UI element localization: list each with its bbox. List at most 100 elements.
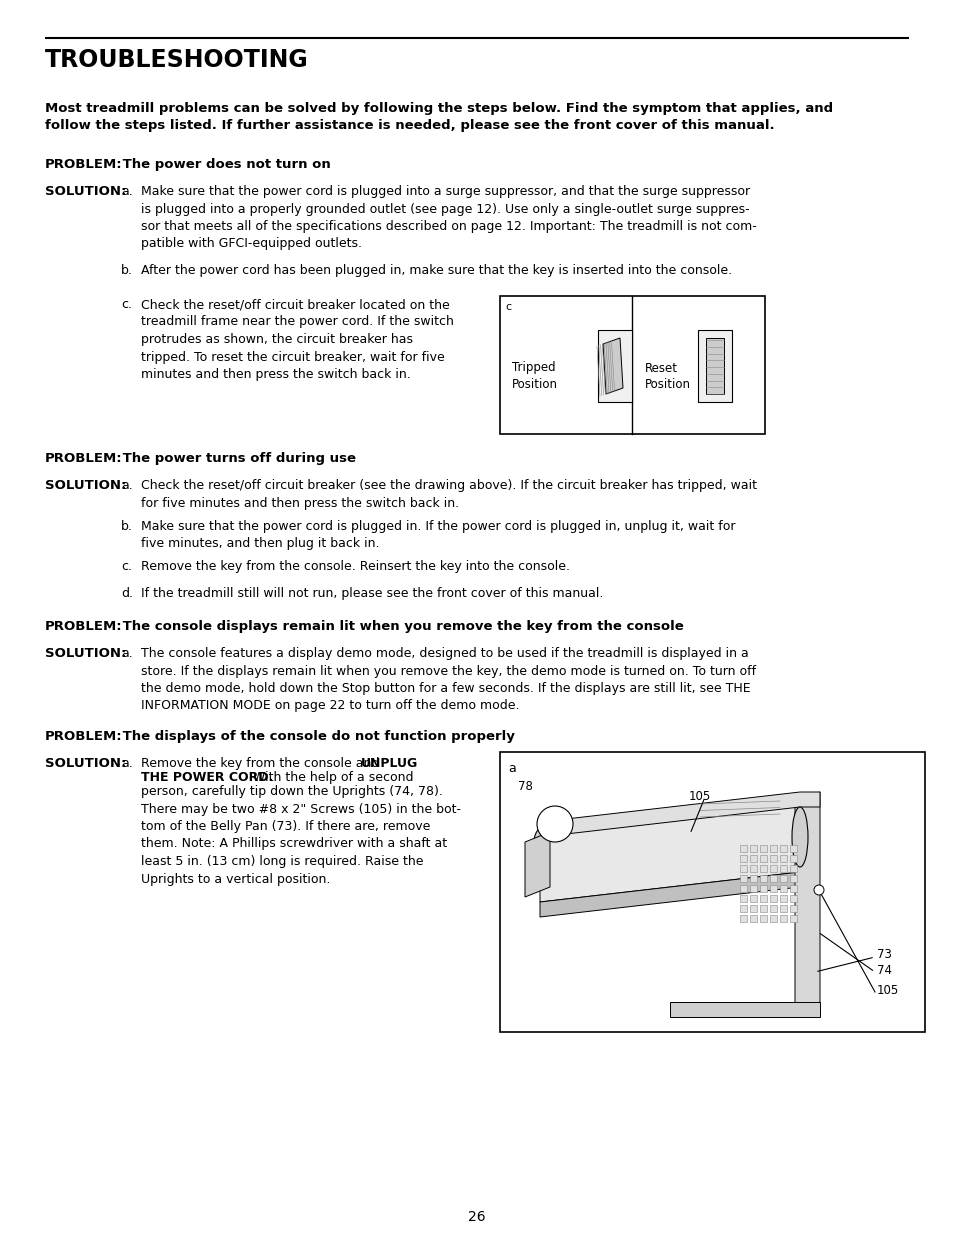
Text: SOLUTION:: SOLUTION: <box>45 479 126 492</box>
Text: If the treadmill still will not run, please see the front cover of this manual.: If the treadmill still will not run, ple… <box>141 587 602 600</box>
Bar <box>769 895 776 902</box>
Text: b.: b. <box>121 520 132 534</box>
Bar <box>780 905 786 911</box>
Text: 74: 74 <box>876 963 891 977</box>
Bar <box>598 330 631 403</box>
Bar <box>789 885 796 892</box>
Polygon shape <box>706 338 723 394</box>
Text: SOLUTION:: SOLUTION: <box>45 647 126 659</box>
Bar <box>749 845 757 852</box>
Bar <box>749 915 757 923</box>
Bar <box>769 915 776 923</box>
Text: b.: b. <box>121 264 132 277</box>
Bar <box>749 876 757 882</box>
Text: The power turns off during use: The power turns off during use <box>118 452 355 466</box>
Bar <box>769 905 776 911</box>
Text: Remove the key from the console and: Remove the key from the console and <box>141 757 383 769</box>
Text: 73: 73 <box>876 948 891 962</box>
Bar <box>749 885 757 892</box>
Text: a.: a. <box>121 757 132 769</box>
Text: person, carefully tip down the Uprights (74, 78).
There may be two #8 x 2" Screw: person, carefully tip down the Uprights … <box>141 785 460 885</box>
Circle shape <box>537 806 573 842</box>
Circle shape <box>813 885 823 895</box>
Bar <box>769 855 776 862</box>
Text: With the help of a second: With the help of a second <box>249 771 413 784</box>
Bar <box>769 845 776 852</box>
Text: PROBLEM:: PROBLEM: <box>45 452 123 466</box>
Text: 105: 105 <box>876 983 899 997</box>
Text: Check the reset/off circuit breaker located on the
treadmill frame near the powe: Check the reset/off circuit breaker loca… <box>141 298 454 382</box>
Text: The power does not turn on: The power does not turn on <box>118 158 331 170</box>
Bar <box>740 864 746 872</box>
Text: c.: c. <box>121 298 132 311</box>
Text: Remove the key from the console. Reinsert the key into the console.: Remove the key from the console. Reinser… <box>141 559 569 573</box>
Bar <box>740 855 746 862</box>
Bar <box>749 895 757 902</box>
Bar <box>769 864 776 872</box>
Bar <box>740 915 746 923</box>
Bar <box>760 915 766 923</box>
Bar <box>780 915 786 923</box>
Bar <box>760 845 766 852</box>
Text: a.: a. <box>121 479 132 492</box>
Polygon shape <box>539 802 800 902</box>
Bar <box>789 864 796 872</box>
Bar <box>760 876 766 882</box>
Text: 78: 78 <box>517 781 532 793</box>
Bar <box>749 905 757 911</box>
Bar <box>760 895 766 902</box>
Bar <box>760 885 766 892</box>
Bar <box>780 885 786 892</box>
Text: After the power cord has been plugged in, make sure that the key is inserted int: After the power cord has been plugged in… <box>141 264 731 277</box>
Bar <box>780 895 786 902</box>
Text: c: c <box>504 303 511 312</box>
Text: The console displays remain lit when you remove the key from the console: The console displays remain lit when you… <box>118 620 683 634</box>
Bar <box>698 330 732 403</box>
Bar <box>789 905 796 911</box>
Text: PROBLEM:: PROBLEM: <box>45 158 123 170</box>
Bar <box>749 864 757 872</box>
Text: SOLUTION:: SOLUTION: <box>45 185 126 198</box>
Bar <box>499 752 924 1032</box>
Text: a.: a. <box>121 185 132 198</box>
Bar <box>789 915 796 923</box>
Text: The displays of the console do not function properly: The displays of the console do not funct… <box>118 730 515 743</box>
Polygon shape <box>794 792 820 1011</box>
Text: 105: 105 <box>688 790 710 803</box>
Text: c.: c. <box>121 559 132 573</box>
Bar <box>789 855 796 862</box>
Text: a: a <box>507 762 516 776</box>
Text: Most treadmill problems can be solved by following the steps below. Find the sym: Most treadmill problems can be solved by… <box>45 103 832 132</box>
Ellipse shape <box>791 806 807 867</box>
Bar <box>780 864 786 872</box>
Bar <box>789 876 796 882</box>
Bar <box>760 855 766 862</box>
Ellipse shape <box>532 829 547 889</box>
Bar <box>780 876 786 882</box>
Bar <box>740 895 746 902</box>
Bar <box>760 905 766 911</box>
Text: PROBLEM:: PROBLEM: <box>45 620 123 634</box>
Bar <box>740 845 746 852</box>
Text: d.: d. <box>121 587 132 600</box>
Text: Make sure that the power cord is plugged into a surge suppressor, and that the s: Make sure that the power cord is plugged… <box>141 185 756 251</box>
Text: 26: 26 <box>468 1210 485 1224</box>
Polygon shape <box>539 792 820 837</box>
Text: Tripped
Position: Tripped Position <box>512 362 558 390</box>
Bar <box>740 905 746 911</box>
Text: THE POWER CORD.: THE POWER CORD. <box>141 771 273 784</box>
Bar <box>740 876 746 882</box>
Bar <box>499 296 764 433</box>
Text: The console features a display demo mode, designed to be used if the treadmill i: The console features a display demo mode… <box>141 647 756 713</box>
Text: Reset
Position: Reset Position <box>644 362 690 390</box>
Bar <box>789 895 796 902</box>
Text: PROBLEM:: PROBLEM: <box>45 730 123 743</box>
Text: Check the reset/off circuit breaker (see the drawing above). If the circuit brea: Check the reset/off circuit breaker (see… <box>141 479 757 510</box>
Text: Make sure that the power cord is plugged in. If the power cord is plugged in, un: Make sure that the power cord is plugged… <box>141 520 735 551</box>
Polygon shape <box>602 338 622 394</box>
Bar <box>760 864 766 872</box>
Bar <box>769 876 776 882</box>
Polygon shape <box>539 872 800 918</box>
Bar <box>789 845 796 852</box>
Bar <box>780 845 786 852</box>
